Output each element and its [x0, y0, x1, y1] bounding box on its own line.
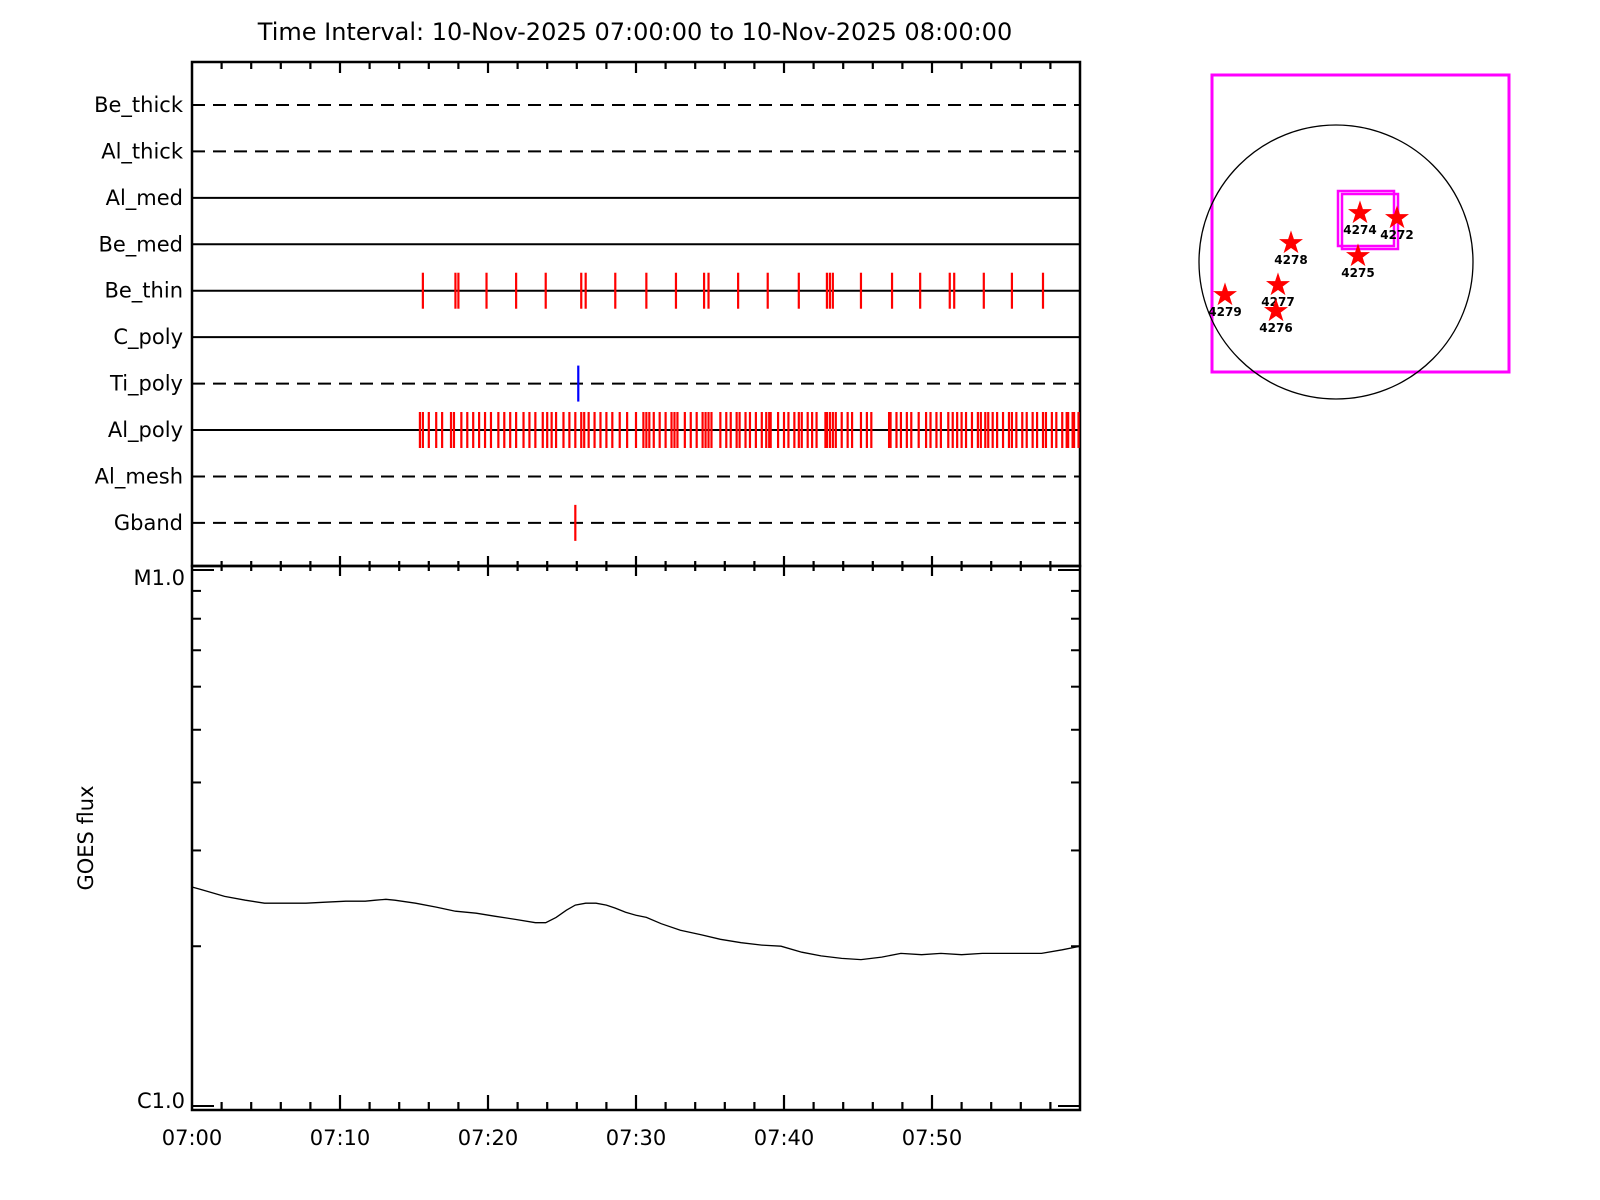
active-region-label-4277: 4277 — [1261, 295, 1294, 309]
goes-y-bottom-tick-label: C1.0 — [137, 1089, 185, 1113]
axes-group: 07:00 07:10 07:20 07:30 07:40 07:50 — [162, 60, 1082, 1150]
filter-label-Al_med: Al_med — [106, 186, 183, 211]
filter-label-Al_mesh: Al_mesh — [95, 464, 183, 489]
goes-panel-border — [190, 564, 1082, 1112]
filter-label-Be_thin: Be_thin — [104, 279, 183, 304]
active-region-label-4279: 4279 — [1208, 305, 1241, 319]
chart-title: Time Interval: 10-Nov-2025 07:00:00 to 1… — [257, 18, 1012, 46]
goes-y-top-tick-label: M1.0 — [133, 566, 185, 590]
active-region-star-4279 — [1212, 282, 1238, 306]
active-region-label-4276: 4276 — [1259, 321, 1292, 335]
filter-label-Gband: Gband — [114, 511, 183, 535]
active-region-star-4275 — [1345, 243, 1371, 267]
sun-map-group: 4274 4272 4278 4275 4277 4279 4276 — [1198, 73, 1511, 400]
goes-flux-group — [191, 886, 1081, 961]
timeline-panel-border — [190, 60, 1082, 568]
x-axis-tick-label: 07:50 — [902, 1126, 963, 1150]
filter-label-C_poly: C_poly — [113, 325, 183, 350]
x-axis-tick-label: 07:00 — [162, 1126, 223, 1150]
filter-label-Al_thick: Al_thick — [101, 139, 184, 164]
x-axis-tick-label: 07:40 — [754, 1126, 815, 1150]
active-region-star-4278 — [1278, 230, 1304, 254]
active-region-star-4272 — [1384, 205, 1410, 229]
active-region-star-4276 — [1263, 298, 1289, 322]
goes-curve — [191, 886, 1081, 961]
active-region-star-4277 — [1265, 272, 1291, 296]
filter-label-Be_med: Be_med — [98, 232, 183, 257]
active-region-label-4275: 4275 — [1341, 266, 1374, 280]
filter-label-Ti_poly: Ti_poly — [109, 372, 183, 397]
solar-limb-circle — [1198, 124, 1474, 400]
filter-timeline-group: Be_thick Al_thick Al_med Be_med Be_thin C_pol… — [94, 93, 1080, 541]
x-axis-tick-label: 07:30 — [606, 1126, 667, 1150]
active-region-label-4278: 4278 — [1274, 253, 1307, 267]
active-region-label-4272: 4272 — [1380, 228, 1413, 242]
x-axis-tick-label: 07:20 — [458, 1126, 519, 1150]
fov-square-large — [1210, 73, 1511, 374]
x-axis-tick-label: 07:10 — [310, 1126, 371, 1150]
active-region-star-4274 — [1347, 200, 1373, 224]
active-region-label-4274: 4274 — [1343, 223, 1376, 237]
goes-y-axis-label: GOES flux — [74, 785, 98, 890]
filter-label-Al_poly: Al_poly — [108, 418, 183, 443]
filter-label-Be_thick: Be_thick — [94, 93, 184, 118]
